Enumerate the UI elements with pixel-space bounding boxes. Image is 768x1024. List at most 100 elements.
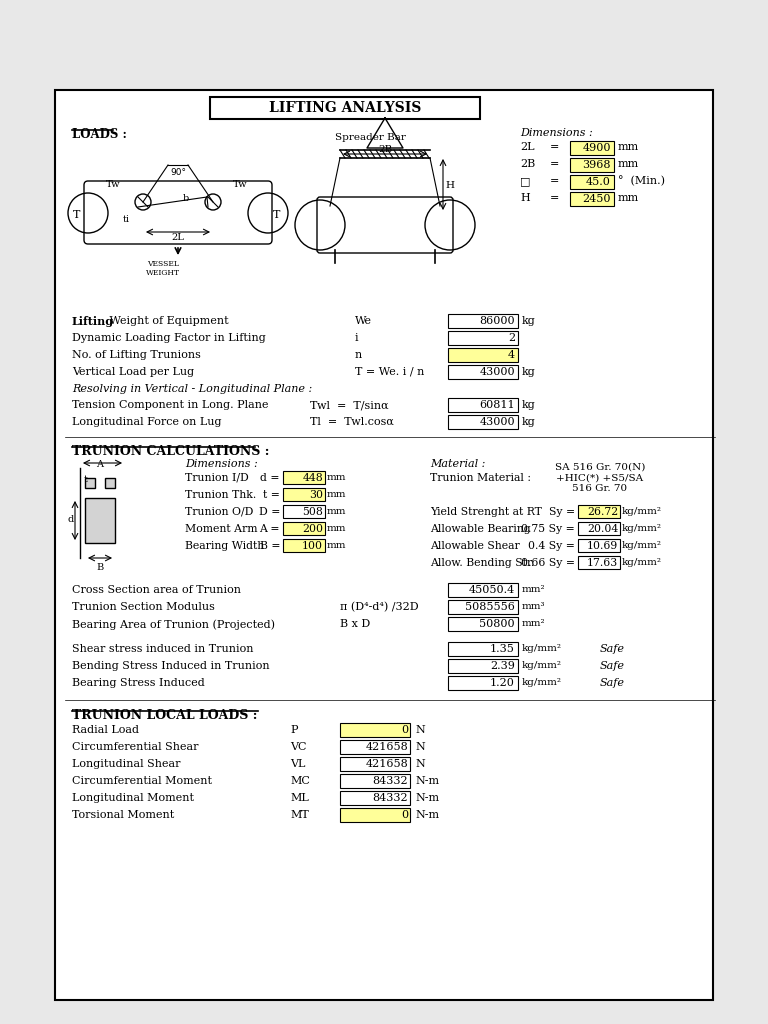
Bar (283, 539, 325, 552)
Bar (340, 774, 410, 788)
Text: Dynamic Loading Factor in Lifting: Dynamic Loading Factor in Lifting (72, 333, 266, 343)
Bar (448, 583, 518, 597)
Text: 17.63: 17.63 (587, 558, 618, 568)
Bar (210, 97, 480, 119)
Text: Safe: Safe (600, 644, 625, 654)
Text: B: B (96, 563, 104, 572)
FancyBboxPatch shape (317, 197, 453, 253)
Text: Tw: Tw (233, 180, 247, 189)
Bar (448, 365, 518, 379)
Text: b: b (183, 194, 189, 203)
FancyBboxPatch shape (84, 181, 272, 244)
Text: Circumferential Moment: Circumferential Moment (72, 776, 212, 786)
Bar (340, 757, 410, 771)
Text: N: N (415, 725, 425, 735)
Text: 0.75 Sy =: 0.75 Sy = (521, 524, 575, 534)
Text: 26.72: 26.72 (587, 507, 618, 517)
Bar (578, 539, 620, 552)
Text: Trunion Material :: Trunion Material : (430, 473, 531, 483)
Text: Tension Component in Long. Plane: Tension Component in Long. Plane (72, 400, 269, 410)
Text: 84332: 84332 (372, 793, 408, 803)
Text: 2B: 2B (520, 159, 535, 169)
Bar (448, 617, 518, 631)
Text: We: We (355, 316, 372, 326)
Text: 3968: 3968 (582, 160, 611, 170)
Text: Bearing Stress Induced: Bearing Stress Induced (72, 678, 205, 688)
Bar (340, 791, 410, 805)
Text: Radial Load: Radial Load (72, 725, 139, 735)
Text: N: N (415, 759, 425, 769)
Text: Allow. Bending Str.: Allow. Bending Str. (430, 558, 535, 568)
Text: MT: MT (290, 810, 309, 820)
Text: Trunion I/D: Trunion I/D (185, 473, 249, 483)
Text: Twl  =  T/sinα: Twl = T/sinα (310, 400, 389, 410)
Text: Vertical Load per Lug: Vertical Load per Lug (72, 367, 194, 377)
Text: d: d (68, 515, 74, 524)
Text: π (D⁴-d⁴) /32D: π (D⁴-d⁴) /32D (340, 602, 419, 612)
Text: kg/mm²: kg/mm² (522, 678, 562, 687)
Text: mm: mm (618, 193, 639, 203)
Text: 86000: 86000 (479, 316, 515, 326)
Text: mm: mm (618, 159, 639, 169)
Text: Longitudinal Force on Lug: Longitudinal Force on Lug (72, 417, 221, 427)
Text: d =: d = (260, 473, 280, 483)
Text: Dimensions :: Dimensions : (520, 128, 593, 138)
Text: 43000: 43000 (479, 417, 515, 427)
Text: 10.69: 10.69 (587, 541, 618, 551)
Text: 20.04: 20.04 (587, 524, 618, 534)
Bar (340, 808, 410, 822)
Text: 2450: 2450 (582, 194, 611, 204)
Text: =: = (550, 193, 559, 203)
Text: Trunion O/D: Trunion O/D (185, 507, 253, 517)
Bar (283, 471, 325, 484)
Text: TRUNION LOCAL LOADS :: TRUNION LOCAL LOADS : (72, 709, 257, 722)
Text: Material :: Material : (430, 459, 485, 469)
Bar (570, 175, 614, 189)
Bar (283, 522, 325, 535)
Text: N-m: N-m (415, 793, 439, 803)
Text: MC: MC (290, 776, 310, 786)
Text: A =: A = (260, 524, 280, 534)
Text: 0.4 Sy =: 0.4 Sy = (528, 541, 575, 551)
Text: mm: mm (327, 524, 346, 534)
Bar (340, 723, 410, 737)
Bar (448, 642, 518, 656)
Text: °  (Min.): ° (Min.) (618, 176, 665, 186)
Bar (578, 505, 620, 518)
Bar (570, 193, 614, 206)
Text: Lifting: Lifting (72, 316, 114, 327)
Text: mm: mm (327, 507, 346, 516)
Text: T: T (273, 210, 280, 220)
Text: kg/mm²: kg/mm² (622, 507, 662, 516)
Text: Cross Section area of Trunion: Cross Section area of Trunion (72, 585, 241, 595)
Text: B =: B = (260, 541, 280, 551)
Text: 448: 448 (303, 473, 323, 483)
Text: 0: 0 (401, 725, 408, 735)
Text: Bearing Area of Trunion (Projected): Bearing Area of Trunion (Projected) (72, 618, 275, 630)
Text: B x D: B x D (340, 618, 370, 629)
Text: Shear stress induced in Trunion: Shear stress induced in Trunion (72, 644, 253, 654)
Text: =: = (550, 159, 559, 169)
Text: 50800: 50800 (479, 618, 515, 629)
Bar (448, 415, 518, 429)
Text: 90°: 90° (170, 168, 186, 177)
Text: kg: kg (522, 367, 536, 377)
Text: n: n (355, 350, 362, 360)
Text: LIFTING ANALYSIS: LIFTING ANALYSIS (269, 101, 421, 115)
Text: t: t (84, 475, 88, 484)
Text: VESSEL
WEIGHT: VESSEL WEIGHT (146, 260, 180, 278)
Text: Spreader Bar: Spreader Bar (335, 133, 406, 142)
Text: 421658: 421658 (366, 759, 408, 769)
Text: 0: 0 (401, 810, 408, 820)
Text: 30: 30 (309, 490, 323, 500)
Text: 100: 100 (302, 541, 323, 551)
Text: Torsional Moment: Torsional Moment (72, 810, 174, 820)
Bar (283, 488, 325, 501)
Text: P: P (290, 725, 297, 735)
Text: kg: kg (522, 316, 536, 326)
Text: LOADS :: LOADS : (72, 128, 127, 141)
Text: Tl  =  Twl.cosα: Tl = Twl.cosα (310, 417, 394, 427)
Text: t =: t = (263, 490, 280, 500)
Text: 2B: 2B (378, 145, 392, 154)
Text: kg/mm²: kg/mm² (522, 644, 562, 653)
